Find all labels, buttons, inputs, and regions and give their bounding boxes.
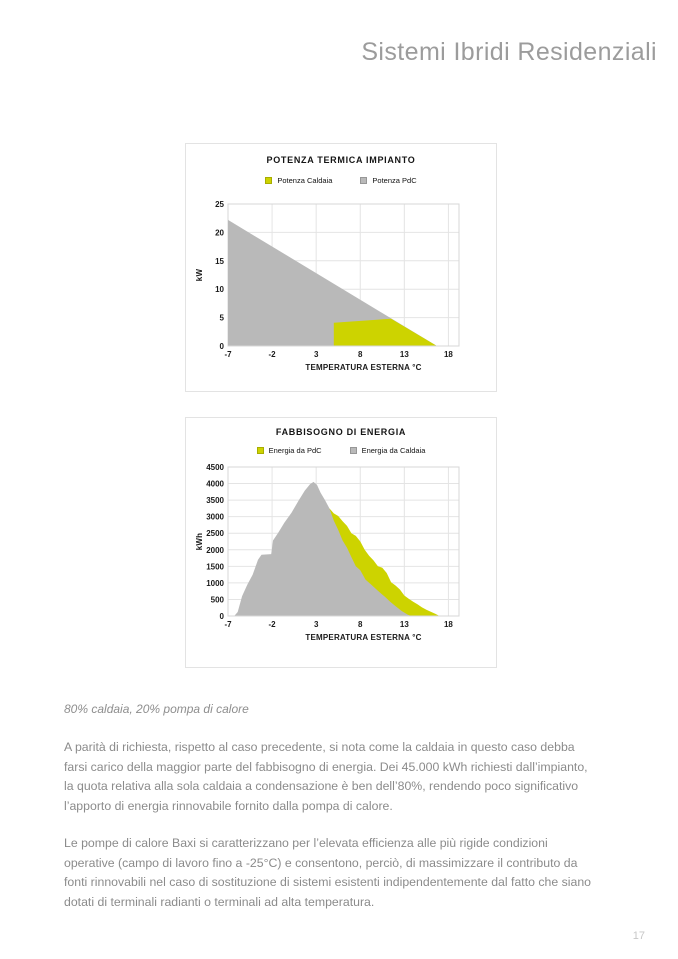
legend-label: Potenza Caldaia xyxy=(277,175,333,185)
chart-legend: Energia da PdC Energia da Caldaia xyxy=(186,444,496,456)
svg-text:-7: -7 xyxy=(224,350,232,359)
svg-text:3: 3 xyxy=(314,620,319,629)
svg-text:13: 13 xyxy=(400,620,409,629)
svg-text:TEMPERATURA ESTERNA °C: TEMPERATURA ESTERNA °C xyxy=(305,633,421,642)
legend-item: Energia da PdC xyxy=(256,445,322,455)
legend-label: Energia da PdC xyxy=(268,445,322,455)
svg-text:18: 18 xyxy=(444,350,453,359)
chart-caption: 80% caldaia, 20% pompa di calore xyxy=(64,702,249,716)
chart-canvas: 0 5 10 15 20 25 -7 -2 3 8 13 18 TEMPERATURA ESTERNA … xyxy=(195,200,460,372)
legend-item: Energia da Caldaia xyxy=(349,445,426,455)
svg-text:-2: -2 xyxy=(269,620,277,629)
legend-item: Potenza Caldaia xyxy=(265,176,332,185)
svg-text:-2: -2 xyxy=(269,350,277,359)
chart-legend: Potenza Caldaia Potenza PdC xyxy=(186,174,496,186)
svg-text:3: 3 xyxy=(314,350,319,359)
svg-text:25: 25 xyxy=(215,200,224,209)
legend-swatch-icon xyxy=(360,176,368,184)
legend-label: Energia da Caldaia xyxy=(361,445,426,455)
svg-text:20: 20 xyxy=(215,228,224,237)
legend-swatch-icon xyxy=(256,446,264,454)
svg-text:3500: 3500 xyxy=(206,496,224,505)
svg-text:2500: 2500 xyxy=(206,529,224,538)
page-title: Sistemi Ibridi Residenziali xyxy=(361,38,657,66)
svg-text:4500: 4500 xyxy=(206,463,224,472)
body-paragraph: Le pompe di calore Baxi si caratterizzan… xyxy=(64,836,592,909)
chart-card-potenza-termica: POTENZA TERMICA IMPIANTO Potenza Caldaia… xyxy=(185,143,497,392)
svg-text:4000: 4000 xyxy=(206,480,224,489)
svg-text:13: 13 xyxy=(400,350,409,359)
svg-text:8: 8 xyxy=(358,350,363,359)
chart-title: POTENZA TERMICA IMPIANTO xyxy=(266,155,416,165)
svg-text:1500: 1500 xyxy=(206,562,224,571)
svg-text:0: 0 xyxy=(220,612,225,621)
legend-swatch-icon xyxy=(265,176,273,184)
svg-text:kW: kW xyxy=(195,269,204,282)
chart-canvas: 0 500 1000 1500 2000 2500 3000 3500 4000 4500 -7 -2… xyxy=(195,463,460,642)
chart-title: FABBISOGNO DI ENERGIA xyxy=(275,427,407,437)
svg-text:kWh: kWh xyxy=(195,533,204,551)
svg-text:18: 18 xyxy=(444,620,453,629)
svg-text:TEMPERATURA ESTERNA °C: TEMPERATURA ESTERNA °C xyxy=(305,363,421,372)
chart-card-fabbisogno-energia: FABBISOGNO DI ENERGIA Energia da PdC Ener… xyxy=(185,417,497,668)
svg-text:500: 500 xyxy=(211,595,225,604)
body-paragraph: A parità di richiesta, rispetto al caso … xyxy=(64,740,588,813)
svg-text:1000: 1000 xyxy=(206,579,224,588)
svg-text:3000: 3000 xyxy=(206,513,224,522)
svg-text:2000: 2000 xyxy=(206,546,224,555)
svg-text:8: 8 xyxy=(358,620,363,629)
legend-item: Potenza PdC xyxy=(360,175,417,185)
svg-text:-7: -7 xyxy=(224,620,232,629)
page-number: 17 xyxy=(632,930,645,942)
svg-text:0: 0 xyxy=(220,342,225,351)
svg-text:15: 15 xyxy=(215,257,224,266)
legend-label: Potenza PdC xyxy=(372,175,417,185)
legend-swatch-icon xyxy=(349,446,357,454)
svg-text:10: 10 xyxy=(215,285,224,294)
svg-text:5: 5 xyxy=(220,314,225,323)
